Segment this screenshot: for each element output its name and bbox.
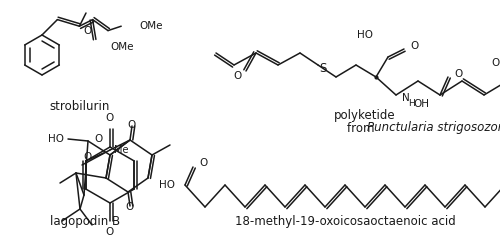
Text: Me: Me [114, 145, 128, 155]
Text: O: O [234, 71, 242, 81]
Text: O: O [454, 69, 462, 79]
Text: 18-methyl-19-oxoicosaoctaenoic acid: 18-methyl-19-oxoicosaoctaenoic acid [234, 215, 456, 228]
Text: OH: OH [413, 99, 429, 109]
Text: OH: OH [491, 58, 500, 68]
Text: OMe: OMe [139, 21, 162, 31]
Text: O: O [94, 134, 102, 144]
Text: O: O [128, 120, 136, 130]
Text: OMe: OMe [110, 42, 134, 52]
Text: O: O [106, 227, 114, 236]
Text: O: O [106, 113, 114, 123]
Text: strobilurin: strobilurin [50, 101, 110, 114]
Text: O: O [410, 41, 418, 51]
Text: H: H [408, 98, 415, 108]
Text: O: O [126, 202, 134, 212]
Text: HO: HO [48, 134, 64, 144]
Text: polyketide: polyketide [334, 109, 396, 122]
Text: HO: HO [357, 30, 373, 40]
Text: lagopodin B: lagopodin B [50, 215, 120, 228]
Text: Punctularia strigosozonata: Punctularia strigosozonata [367, 122, 500, 135]
Text: HO: HO [159, 180, 175, 190]
Text: O: O [84, 26, 92, 36]
Text: N: N [402, 93, 410, 103]
Text: O: O [199, 158, 207, 168]
Text: from: from [347, 122, 378, 135]
Text: S: S [320, 62, 326, 75]
Text: O: O [84, 152, 92, 162]
